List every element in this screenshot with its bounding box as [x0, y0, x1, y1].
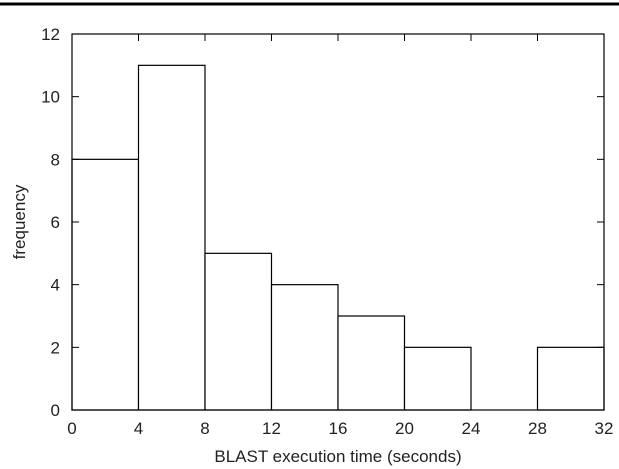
y-tick-label-5: 10	[41, 88, 60, 107]
histogram-bar-4	[337, 315, 406, 411]
x-tick-label-4: 16	[329, 419, 348, 438]
y-tick-label-4: 8	[51, 150, 60, 169]
x-tick-label-1: 4	[134, 419, 143, 438]
y-axis-label: frequency	[10, 184, 29, 259]
y-tick-label-0: 0	[51, 401, 60, 420]
histogram-bar-1	[137, 64, 206, 411]
histogram-bar-0	[71, 158, 140, 411]
x-tick-label-7: 28	[528, 419, 547, 438]
y-tick-label-1: 2	[51, 338, 60, 357]
y-tick-label-2: 4	[51, 276, 60, 295]
x-axis-label: BLAST execution time (seconds)	[214, 447, 461, 466]
histogram-bar-7	[536, 346, 605, 411]
x-tick-label-0: 0	[67, 419, 76, 438]
histogram-bar-2	[204, 252, 273, 411]
x-tick-label-8: 32	[595, 419, 614, 438]
x-tick-label-6: 24	[462, 419, 481, 438]
y-tick-label-3: 6	[51, 213, 60, 232]
x-tick-label-3: 12	[262, 419, 281, 438]
y-tick-label-6: 12	[41, 25, 60, 44]
bars-group	[71, 64, 605, 411]
histogram-bar-5	[403, 346, 472, 411]
x-tick-label-2: 8	[200, 419, 209, 438]
histogram-bar-3	[270, 284, 339, 411]
x-tick-label-5: 20	[395, 419, 414, 438]
